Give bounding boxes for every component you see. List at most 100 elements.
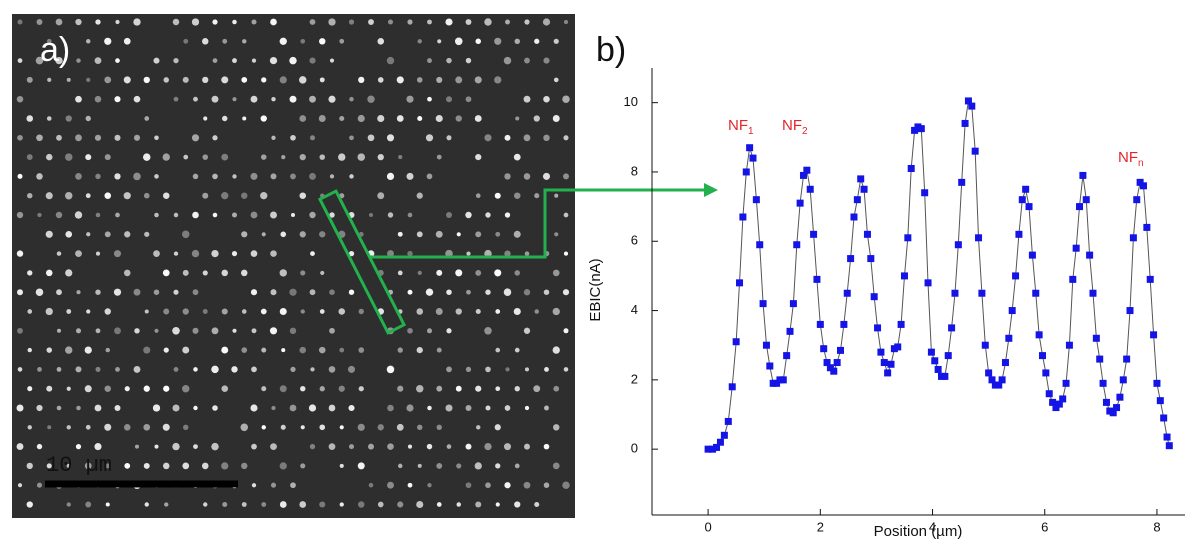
dot (56, 405, 62, 411)
data-point (813, 275, 821, 283)
dot (251, 328, 257, 334)
data-point (1035, 331, 1043, 339)
dot (466, 289, 471, 295)
data-point (1072, 244, 1080, 252)
data-point (1086, 251, 1094, 259)
dot (46, 116, 52, 121)
data-point (759, 300, 767, 308)
data-point (1038, 352, 1046, 360)
dot (250, 250, 258, 257)
dot (553, 38, 559, 44)
dot (503, 56, 512, 65)
dot (455, 308, 462, 315)
dot (300, 38, 306, 44)
dot (523, 173, 531, 180)
dot (154, 328, 159, 333)
dot (17, 19, 23, 25)
dot (299, 153, 306, 161)
dot (241, 502, 247, 507)
dot (261, 425, 266, 430)
dot (465, 96, 472, 103)
dot (163, 385, 170, 392)
dot (232, 19, 237, 25)
dot (270, 173, 277, 180)
dot (427, 405, 432, 411)
dot (534, 193, 540, 199)
dot (319, 386, 325, 392)
dot (143, 423, 151, 431)
dot (66, 502, 71, 507)
dot (124, 231, 131, 238)
dot (290, 482, 296, 489)
data-point (1109, 409, 1117, 417)
dot (162, 153, 170, 161)
dot (193, 405, 198, 411)
dot (407, 250, 413, 257)
dot (455, 385, 462, 392)
dot (456, 502, 461, 507)
data-point (1049, 398, 1057, 406)
dot (163, 347, 169, 353)
dot (271, 405, 276, 411)
dot (36, 173, 43, 180)
data-point (917, 125, 925, 133)
data-point (1165, 442, 1173, 450)
dot (358, 76, 365, 84)
data-point (948, 324, 956, 332)
dot (250, 289, 258, 296)
dot (357, 462, 365, 470)
data-point (887, 360, 895, 368)
y-tick-label: 10 (624, 94, 638, 109)
data-point (1160, 414, 1168, 422)
data-point (843, 289, 851, 297)
dot (524, 367, 530, 372)
dot (397, 501, 404, 508)
dot (348, 19, 355, 25)
dot (56, 134, 62, 141)
x-tick-label: 4 (929, 519, 936, 534)
dot (37, 367, 42, 372)
data-point (847, 255, 855, 263)
dot (261, 386, 267, 392)
dot (114, 96, 121, 103)
dot (552, 307, 560, 316)
dot (436, 462, 443, 469)
dot (543, 443, 550, 450)
dot (270, 18, 277, 26)
dot (308, 404, 317, 412)
data-point (857, 175, 865, 183)
data-point (927, 348, 935, 356)
dot (269, 327, 278, 335)
dot (95, 251, 101, 256)
dot (348, 404, 355, 412)
dot (563, 135, 569, 141)
dot (563, 251, 569, 256)
dot (552, 115, 560, 122)
dot (270, 211, 277, 219)
data-point (900, 272, 908, 280)
dot (104, 231, 111, 238)
dot (406, 404, 414, 412)
dot (16, 250, 24, 257)
data-point (853, 196, 861, 204)
data-point (1015, 230, 1023, 238)
dot (17, 173, 23, 179)
dot (270, 289, 277, 296)
annotation: NFn (1118, 149, 1144, 169)
dot (65, 230, 73, 238)
dot (124, 463, 131, 469)
dot (202, 76, 209, 84)
dot (241, 192, 248, 199)
dot (123, 192, 131, 200)
x-axis-label: Position (µm) (874, 523, 963, 540)
dot (153, 289, 160, 295)
dot (261, 502, 267, 507)
dot (484, 442, 492, 451)
data-point (1065, 341, 1073, 349)
data-point (964, 97, 972, 105)
dot (544, 366, 549, 372)
dot (104, 154, 111, 161)
dot (94, 57, 102, 64)
dot (290, 173, 296, 180)
dot (562, 289, 570, 296)
